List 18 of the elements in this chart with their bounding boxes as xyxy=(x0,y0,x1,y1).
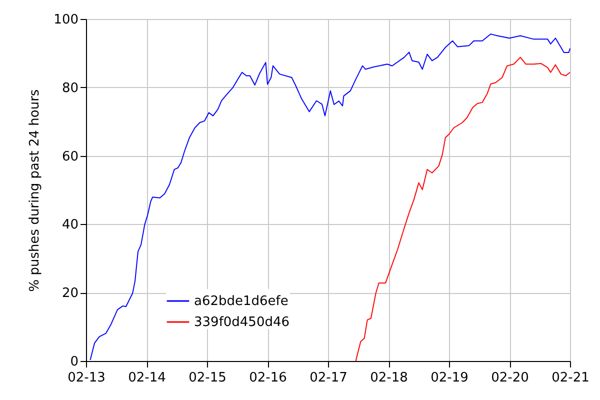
y-tick-label: 80 xyxy=(62,80,78,96)
x-tick-label: 02-19 xyxy=(430,370,468,386)
x-tick-label: 02-14 xyxy=(128,370,166,386)
y-tick-label: 20 xyxy=(62,286,78,302)
x-tick-label: 02-15 xyxy=(188,370,226,386)
y-tick-label: 60 xyxy=(62,149,78,164)
y-tick-label: 40 xyxy=(62,218,78,233)
x-tick-label: 02-20 xyxy=(491,370,529,386)
x-tick-label: 02-13 xyxy=(68,370,106,386)
legend-label: a62bde1d6efe xyxy=(194,294,288,309)
y-axis-title: % pushes during past 24 hours xyxy=(28,89,43,292)
y-tick-label: 100 xyxy=(54,12,78,28)
x-tick-label: 02-17 xyxy=(310,370,348,386)
x-tick-label: 02-16 xyxy=(249,370,287,386)
x-tick-label: 02-18 xyxy=(370,370,408,386)
y-tick-label: 0 xyxy=(70,354,78,370)
legend-label: 339f0d450d46 xyxy=(194,315,290,330)
x-tick-label: 02-21 xyxy=(552,370,590,386)
